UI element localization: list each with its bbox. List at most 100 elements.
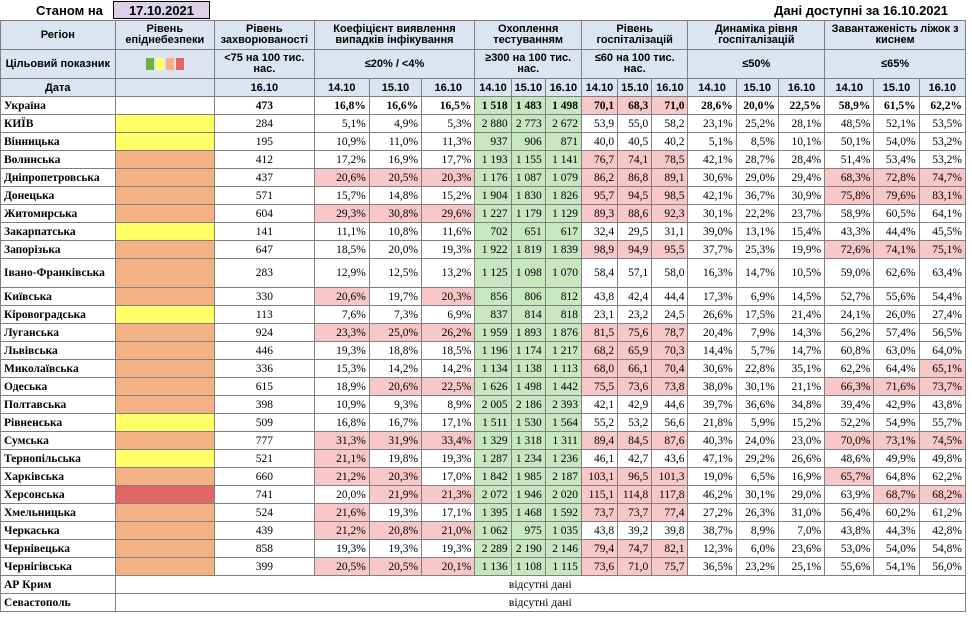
detection-value: 14,2% <box>421 359 476 378</box>
incidence-value: 336 <box>214 359 315 378</box>
epi-level-cell <box>114 341 216 360</box>
hospital-value: 46,1 <box>580 449 619 468</box>
detection-value: 10,8% <box>368 222 423 241</box>
detection-value: 20,0% <box>368 240 423 259</box>
date-dyn-2: 15.10 <box>735 78 779 97</box>
testing-value: 1 141 <box>544 150 582 169</box>
dynamics-value: 23,1% <box>687 114 737 133</box>
table-row: Харківська 660 21,2% 20,3% 17,0% 1 842 1 985 2 … <box>0 467 967 486</box>
oxygen-value: 53,4% <box>873 150 920 169</box>
testing-value: 1 108 <box>510 557 546 576</box>
testing-value: 1 876 <box>544 323 582 342</box>
oxygen-value: 48,6% <box>824 449 875 468</box>
date-oxy-1: 14.10 <box>824 78 875 97</box>
oxygen-value: 68,3% <box>824 168 875 187</box>
dynamics-value: 14,7% <box>777 341 826 360</box>
region-name: Херсонська <box>0 485 116 504</box>
hospital-value: 87,6 <box>651 431 689 450</box>
detection-value: 19,3% <box>313 539 370 558</box>
date-det-1: 14.10 <box>313 78 370 97</box>
testing-value: 617 <box>544 222 582 241</box>
oxygen-value: 24,1% <box>824 305 875 324</box>
dynamics-value: 28,4% <box>777 150 826 169</box>
testing-value: 1 098 <box>510 258 546 288</box>
oxygen-value: 63,9% <box>824 485 875 504</box>
date-row: Дата 16.10 14.10 15.10 16.10 14.10 15.10… <box>0 78 967 97</box>
target-hospital: ≤60 на 100 тис. нас. <box>580 49 689 79</box>
hospital-value: 68,2 <box>580 341 619 360</box>
target-detection: ≤20% / <4% <box>313 49 476 79</box>
oxygen-value: 62,2% <box>918 467 967 486</box>
oxygen-value: 62,2% <box>824 359 875 378</box>
hospital-value: 44,4 <box>651 287 689 306</box>
epi-level-cell <box>114 485 216 504</box>
hospital-value: 73,6 <box>617 377 653 396</box>
hospital-value: 73,8 <box>651 377 689 396</box>
hospital-value: 86,8 <box>617 168 653 187</box>
oxygen-value: 43,8% <box>824 521 875 540</box>
testing-value: 1 227 <box>474 204 512 223</box>
detection-value: 19,3% <box>313 341 370 360</box>
dynamics-value: 16,3% <box>687 258 737 288</box>
epi-level-cell <box>114 240 216 259</box>
testing-value: 871 <box>544 132 582 151</box>
epi-level-cell <box>114 204 216 223</box>
testing-value: 2 190 <box>510 539 546 558</box>
table-row: Херсонська 741 20,0% 21,9% 21,3% 2 072 1 946 2 … <box>0 485 967 504</box>
target-incidence: <75 на 100 тис. нас. <box>214 49 315 79</box>
testing-value: 1 236 <box>544 449 582 468</box>
detection-value: 6,9% <box>421 305 476 324</box>
testing-value: 1 318 <box>510 431 546 450</box>
dynamics-value: 31,0% <box>777 503 826 522</box>
detection-value: 29,3% <box>313 204 370 223</box>
dynamics-value: 30,1% <box>735 377 779 396</box>
detection-value: 11,0% <box>368 132 423 151</box>
table-row: Черкаська 439 21,2% 20,8% 21,0% 1 062 975 1 035… <box>0 521 967 540</box>
hospital-value: 82,1 <box>651 539 689 558</box>
dynamics-value: 22,5% <box>777 96 826 115</box>
date-label: Дата <box>0 78 116 97</box>
detection-value: 20,6% <box>313 287 370 306</box>
col-dynamics: Динаміка рівня госпіталізацій <box>687 20 826 50</box>
region-name: Хмельницька <box>0 503 116 522</box>
testing-value: 818 <box>544 305 582 324</box>
testing-value: 1 087 <box>510 168 546 187</box>
col-region: Регіон <box>0 20 116 50</box>
testing-value: 1 518 <box>474 96 512 115</box>
table-row: Тернопільська 521 21,1% 19,8% 19,3% 1 287 1 23… <box>0 449 967 468</box>
dynamics-value: 35,1% <box>777 359 826 378</box>
dynamics-value: 19,9% <box>777 240 826 259</box>
oxygen-value: 44,4% <box>873 222 920 241</box>
oxygen-value: 52,2% <box>824 413 875 432</box>
epi-level-cell <box>114 150 216 169</box>
target-label: Цільовий показник <box>0 49 116 79</box>
hospital-value: 42,9 <box>617 395 653 414</box>
incidence-value: 437 <box>214 168 315 187</box>
dynamics-value: 15,2% <box>777 413 826 432</box>
oxygen-value: 65,7% <box>824 467 875 486</box>
hospital-value: 81,5 <box>580 323 619 342</box>
dynamics-value: 36,7% <box>735 186 779 205</box>
table-body: Україна 473 16,8% 16,6% 16,5% 1 518 1 483 1 498… <box>0 96 967 612</box>
detection-value: 19,7% <box>368 287 423 306</box>
oxygen-value: 55,6% <box>873 287 920 306</box>
testing-value: 806 <box>510 287 546 306</box>
detection-value: 20,5% <box>368 557 423 576</box>
dynamics-value: 6,9% <box>735 287 779 306</box>
dynamics-value: 17,5% <box>735 305 779 324</box>
region-name: Черкаська <box>0 521 116 540</box>
dynamics-value: 40,3% <box>687 431 737 450</box>
hospital-value: 53,9 <box>580 114 619 133</box>
dynamics-value: 8,9% <box>735 521 779 540</box>
hospital-value: 94,9 <box>617 240 653 259</box>
dynamics-value: 5,1% <box>687 132 737 151</box>
detection-value: 12,9% <box>313 258 370 288</box>
hospital-value: 39,8 <box>651 521 689 540</box>
oxygen-value: 83,1% <box>918 186 967 205</box>
testing-value: 1 138 <box>510 359 546 378</box>
incidence-value: 924 <box>214 323 315 342</box>
detection-value: 26,2% <box>421 323 476 342</box>
epi-level-cell <box>114 258 216 288</box>
data-available-label: Дані доступні за 16.10.2021 <box>774 3 948 18</box>
hospital-value: 88,6 <box>617 204 653 223</box>
